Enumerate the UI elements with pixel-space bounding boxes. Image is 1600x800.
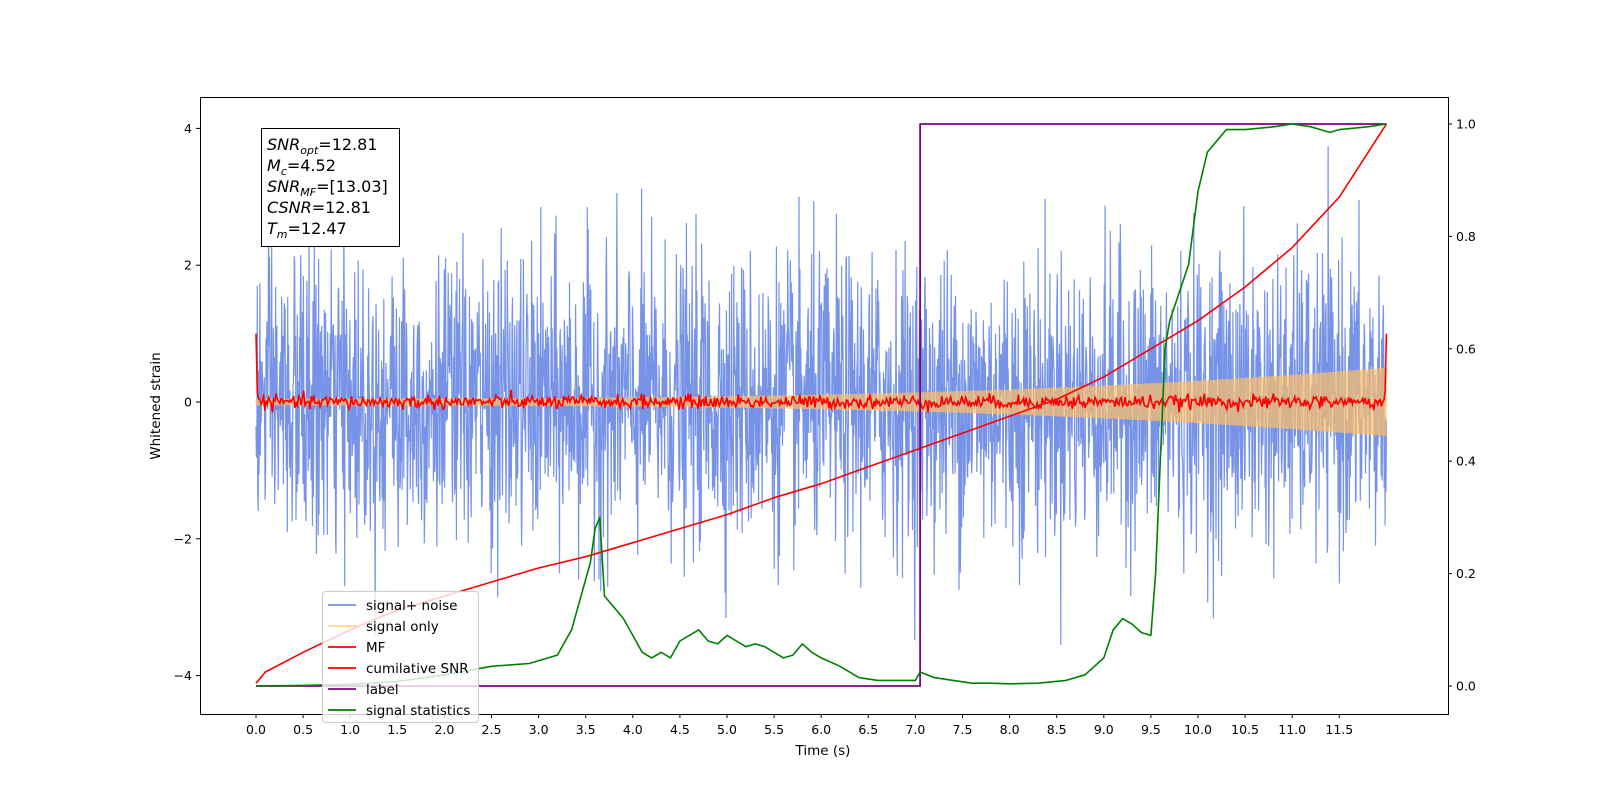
annotation-line: SNRopt=12.81 <box>267 135 378 157</box>
y2-tick-label: 0.4 <box>1456 454 1476 469</box>
annotation-frame <box>261 128 400 247</box>
x-tick-label: 1.0 <box>340 722 360 737</box>
ticks-layer: 0.0 0.5 1.0 1.5 2.0 2.5 3.0 3.5 4.0 4.5 5.0 5.5 6.0 6… <box>174 117 1476 738</box>
legend-label: MF <box>366 640 385 656</box>
x-tick-label: 0.0 <box>246 722 266 737</box>
x-tick-label: 7.5 <box>953 722 973 737</box>
y2-tick-label: 0.6 <box>1456 341 1476 356</box>
y-tick-label: 0 <box>184 395 192 410</box>
series-mf <box>255 333 1388 413</box>
legend-label: signal statistics <box>366 703 470 719</box>
annotation-line: SNRMF=[13.03] <box>267 177 388 199</box>
x-tick-label: 6.0 <box>811 722 831 737</box>
legend-label: label <box>366 682 399 698</box>
x-tick-label: 5.0 <box>717 722 737 737</box>
series-signal-only <box>255 367 1387 437</box>
legend-label: cumilative SNR <box>366 661 469 677</box>
x-tick-label: 8.0 <box>1000 722 1020 737</box>
x-tick-label: 6.5 <box>858 722 878 737</box>
x-tick-label: 7.0 <box>905 722 925 737</box>
x-tick-label: 8.5 <box>1047 722 1067 737</box>
legend-label: signal only <box>366 619 439 635</box>
annotation-line: Mc=4.52 <box>267 156 336 178</box>
x-tick-label: 10.5 <box>1231 722 1259 737</box>
y-tick-label: −2 <box>174 531 192 546</box>
legend: signal+ noise signal only MF cumilative SNR… <box>322 591 479 723</box>
y-tick-label: 2 <box>184 258 192 273</box>
x-tick-label: 4.0 <box>623 722 643 737</box>
x-tick-label: 3.5 <box>576 722 596 737</box>
x-tick-label: 2.0 <box>434 722 454 737</box>
series-signal-noise <box>255 146 1387 645</box>
legend-label: signal+ noise <box>366 598 457 614</box>
y2-tick-label: 0.2 <box>1456 566 1476 581</box>
annotation-line: Tm=12.47 <box>267 219 347 241</box>
y2-tick-label: 0.0 <box>1456 679 1476 694</box>
y2-tick-label: 0.8 <box>1456 229 1476 244</box>
y-axis-label: Whitened strain <box>148 352 164 459</box>
y2-tick-label: 1.0 <box>1456 117 1476 132</box>
x-tick-label: 10.0 <box>1184 722 1212 737</box>
series-signal-statistics <box>255 123 1387 687</box>
axes-frame <box>200 97 1449 715</box>
x-tick-label: 4.5 <box>670 722 690 737</box>
x-tick-label: 11.5 <box>1325 722 1353 737</box>
x-tick-label: 11.0 <box>1278 722 1306 737</box>
annotation-box: SNRopt=12.81Mc=4.52SNRMF=[13.03]CSNR=12.… <box>261 128 400 247</box>
y-tick-label: −4 <box>174 668 192 683</box>
x-tick-label: 3.0 <box>529 722 549 737</box>
annotation-line: CSNR=12.81 <box>267 198 371 217</box>
x-tick-label: 2.5 <box>482 722 502 737</box>
x-tick-label: 1.5 <box>387 722 407 737</box>
legend-frame <box>322 591 479 723</box>
series-label <box>256 123 1387 687</box>
y-tick-label: 4 <box>184 121 192 136</box>
x-tick-label: 0.5 <box>293 722 313 737</box>
x-tick-label: 9.0 <box>1094 722 1114 737</box>
x-tick-label: 9.5 <box>1141 722 1161 737</box>
x-axis-label: Time (s) <box>795 743 851 759</box>
x-tick-label: 5.5 <box>764 722 784 737</box>
